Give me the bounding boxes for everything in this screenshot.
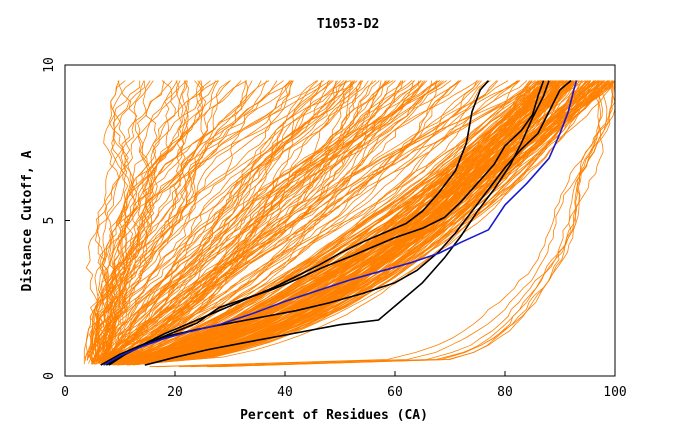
background-model-line — [101, 80, 145, 358]
background-model-line — [134, 80, 615, 362]
background-model-line — [124, 80, 549, 364]
background-model-line — [115, 80, 447, 361]
background-model-line — [117, 80, 498, 365]
background-model-line — [88, 80, 324, 364]
background-model-line — [105, 80, 543, 363]
background-model-line — [93, 80, 188, 360]
background-model-line — [113, 80, 567, 365]
background-model-line — [101, 80, 509, 363]
y-tick-label: 0 — [42, 372, 57, 380]
background-model-line — [121, 80, 382, 365]
background-model-line — [156, 80, 600, 368]
x-tick-label: 0 — [61, 385, 69, 400]
background-model-line — [84, 80, 141, 359]
background-model-line — [111, 80, 294, 359]
background-model-line — [126, 80, 565, 366]
background-model-line — [206, 80, 608, 368]
background-model-line — [101, 80, 158, 365]
background-model-line — [111, 80, 521, 362]
background-model-line — [102, 80, 186, 360]
background-model-line — [105, 80, 361, 362]
x-axis-label: Percent of Residues (CA) — [240, 408, 428, 423]
background-model-line — [90, 80, 394, 364]
x-tick-label: 60 — [387, 385, 403, 400]
background-model-line — [149, 80, 603, 368]
x-tick-label: 100 — [603, 385, 626, 400]
background-model-line — [84, 80, 294, 361]
background-model-line — [109, 80, 350, 360]
model-black-1-line — [105, 80, 490, 366]
background-model-line — [90, 80, 323, 365]
background-model-line — [105, 80, 386, 366]
background-model-line — [102, 80, 216, 362]
background-model-line — [120, 80, 420, 360]
x-tick-label: 80 — [497, 385, 513, 400]
background-model-line — [103, 80, 284, 362]
background-model-line — [104, 80, 426, 363]
background-model-line — [124, 80, 595, 364]
background-model-line — [128, 80, 541, 362]
background-model-line — [120, 80, 337, 364]
model-black-2-line — [144, 80, 550, 366]
highlighted-series — [100, 79, 578, 366]
background-model-line — [106, 80, 442, 364]
background-model-line — [115, 80, 575, 363]
model-black-4-line — [108, 80, 545, 366]
background-model-line — [98, 80, 462, 363]
background-model-line — [110, 80, 555, 365]
background-model-line — [107, 80, 575, 363]
background-model-line — [117, 80, 569, 362]
background-model-line — [112, 80, 569, 364]
background-model-line — [109, 80, 478, 364]
background-model-line — [211, 80, 613, 368]
background-model-line — [104, 80, 332, 362]
y-tick-label: 5 — [42, 217, 57, 225]
background-model-line — [88, 80, 291, 364]
background-model-line — [209, 80, 616, 368]
background-model-line — [87, 80, 358, 358]
background-model-line — [102, 80, 176, 361]
background-model-line — [86, 80, 219, 360]
background-model-line — [110, 80, 552, 361]
background-model-line — [106, 80, 562, 364]
background-model-line — [100, 80, 462, 360]
background-model-line — [102, 80, 319, 360]
chart-title: T1053-D2 — [317, 17, 380, 32]
background-model-line — [126, 80, 591, 362]
background-model-line — [108, 80, 482, 362]
background-model-line — [119, 80, 560, 364]
background-model-line — [119, 80, 545, 364]
y-tick-label: 10 — [42, 57, 57, 73]
x-axis-ticks: 0 20 40 60 80 100 — [61, 371, 627, 400]
background-model-line — [90, 80, 231, 363]
model-blue-line — [103, 80, 578, 366]
background-model-line — [127, 80, 540, 363]
background-model-line — [89, 80, 246, 359]
background-model-line — [86, 80, 231, 361]
background-model-line — [127, 80, 533, 362]
x-tick-label: 40 — [277, 385, 293, 400]
background-model-line — [114, 80, 347, 365]
background-model-line — [100, 80, 387, 361]
background-model-line — [118, 80, 377, 364]
background-model-line — [98, 80, 278, 364]
background-model-line — [96, 80, 293, 365]
background-model-line — [91, 80, 354, 365]
background-model-line — [120, 80, 561, 365]
background-model-line — [95, 80, 361, 362]
x-tick-label: 20 — [167, 385, 183, 400]
background-model-line — [112, 80, 345, 365]
background-model-line — [105, 80, 242, 360]
background-model-line — [116, 80, 444, 365]
background-model-line — [93, 80, 290, 363]
background-model-line — [103, 80, 541, 364]
background-model-line — [109, 80, 440, 363]
background-model-line — [95, 80, 184, 358]
background-model-line — [134, 80, 603, 366]
y-axis-ticks: 0 5 10 — [42, 57, 70, 380]
y-axis-label: Distance Cutoff, A — [20, 150, 35, 291]
background-model-line — [83, 80, 248, 365]
background-model-line — [96, 80, 532, 360]
